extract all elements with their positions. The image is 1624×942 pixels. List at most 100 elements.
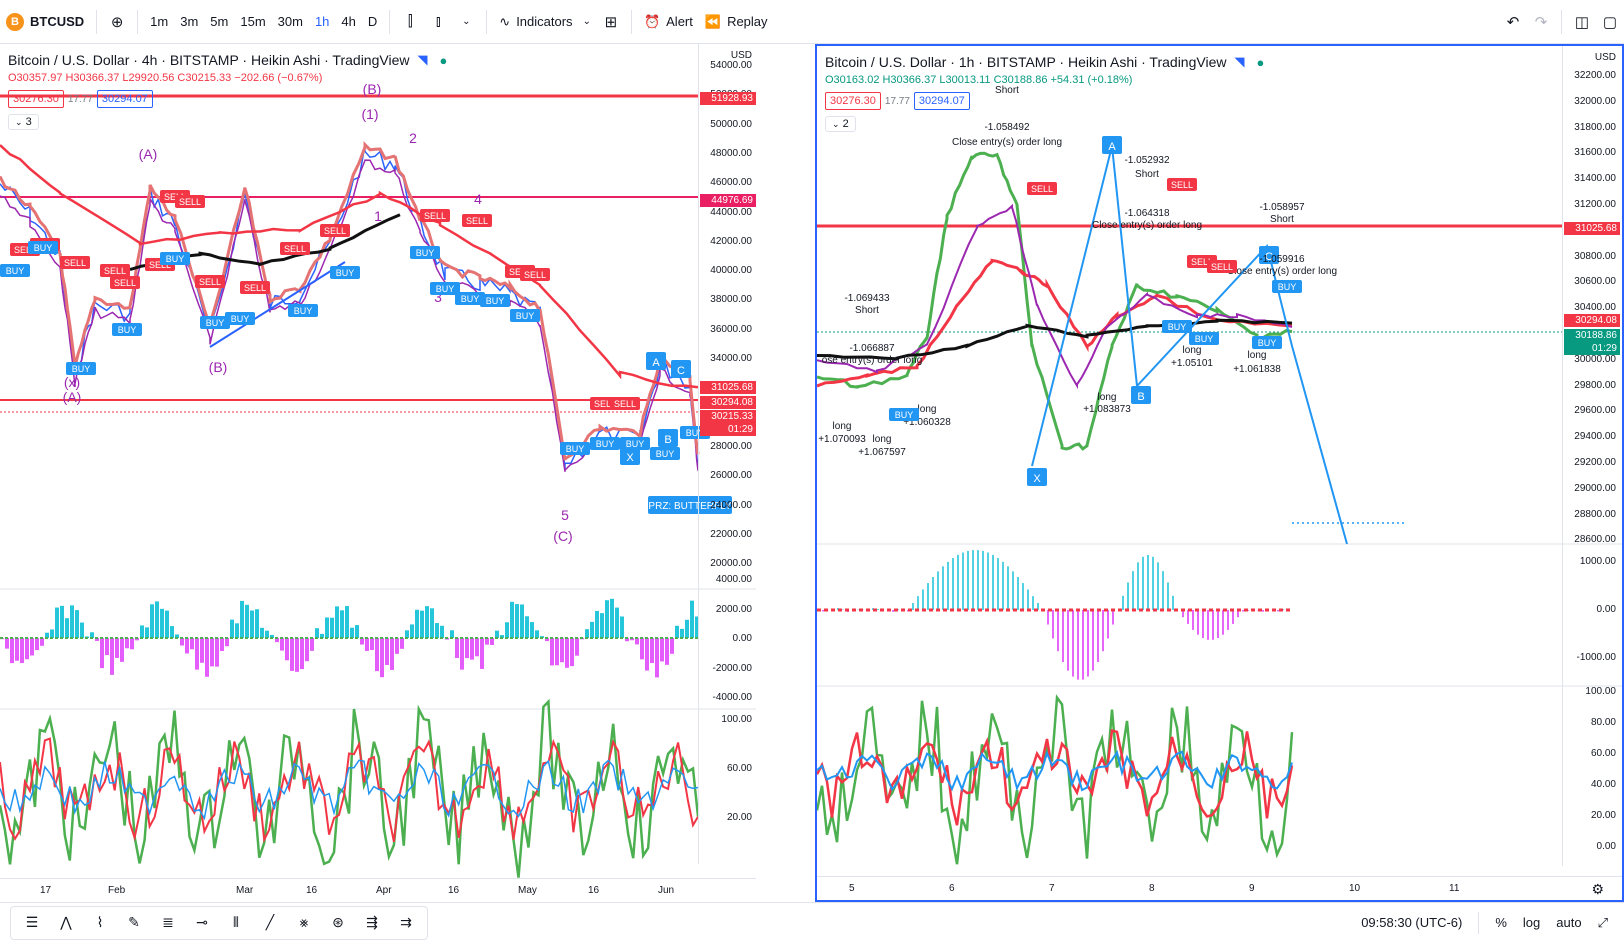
bid-pill[interactable]: 30276.30 — [8, 90, 64, 108]
histogram-bar — [1247, 610, 1249, 611]
price-tag: 01:29 — [700, 423, 756, 436]
interval-d[interactable]: D — [367, 14, 378, 29]
menu-lines-icon[interactable]: ☰ — [25, 914, 39, 930]
currency-label[interactable]: USD — [1594, 52, 1616, 63]
symbol-label: BTCUSD — [30, 14, 85, 29]
sell-signal-tag-box — [1207, 260, 1237, 273]
gann-icon[interactable]: ⊛ — [332, 914, 344, 930]
elliott-wave-icon[interactable]: ⌇ — [96, 914, 104, 930]
left-chart-pane[interactable]: (B) (1) (A) (B) (x) (A) 5 (C) 4 3 2 1 SELL SELL SELL SE… — [0, 44, 756, 902]
price-label: 48000.00 — [710, 147, 752, 159]
price-label: 34000.00 — [710, 353, 752, 364]
histogram-bar — [355, 625, 359, 638]
symbol-search-button[interactable]: B BTCUSD — [0, 7, 90, 37]
histogram-bar — [1172, 595, 1174, 610]
rsi-label: 100.00 — [721, 714, 752, 725]
interval-3m[interactable]: 3m — [180, 14, 199, 29]
histogram-bar — [550, 638, 554, 666]
chevron-down-icon[interactable]: ⌄ — [462, 16, 471, 27]
sell-signal-tag-box — [100, 264, 130, 277]
layout-grid-icon[interactable]: ⊞ — [604, 13, 618, 31]
histogram-bar — [595, 610, 599, 638]
trend-line-icon[interactable]: ╱ — [265, 914, 275, 930]
sell-signal-tag: SELL — [524, 270, 546, 280]
indicators-button[interactable]: ∿ Indicators ⌄ — [493, 7, 597, 37]
price-label: 32000.00 — [1574, 95, 1616, 107]
histogram-bar — [430, 608, 434, 638]
alert-button[interactable]: ⏰ Alert — [638, 7, 699, 37]
histogram-bar — [1242, 610, 1244, 612]
bar-style-icon[interactable]: ⫿ — [407, 13, 413, 30]
interval-group: 1m 3m 5m 15m 30m 1h 4h D — [144, 14, 383, 29]
compare-add-icon[interactable]: ⊕ — [110, 13, 124, 31]
undo-icon[interactable]: ↶ — [1506, 13, 1520, 31]
redo-icon[interactable]: ↷ — [1534, 13, 1548, 31]
interval-30m[interactable]: 30m — [277, 14, 303, 29]
rsi-label: 20.00 — [1590, 810, 1616, 821]
histogram-bar — [535, 630, 539, 638]
histogram-bar — [665, 638, 669, 665]
histogram-bar — [125, 638, 129, 649]
indicator-toggle-button[interactable]: ⌄ 3 — [8, 114, 39, 130]
price-label: 50000.00 — [710, 118, 752, 130]
save-icon[interactable]: ▢ — [1602, 13, 1618, 31]
time-label: 10 — [1349, 883, 1361, 894]
strategy-annotation: +1.067597 — [858, 447, 906, 458]
settings-gear-icon[interactable]: ⚙ — [1591, 881, 1604, 897]
split-layout-icon[interactable]: ◫ — [1574, 13, 1590, 31]
alert-label: Alert — [666, 14, 693, 29]
right-chart-pane[interactable]: X A B C Short -1.058492 Close entry(s) order l… — [815, 44, 1624, 902]
buy-signal-tag: BUY — [206, 318, 225, 328]
interval-1h[interactable]: 1h — [314, 14, 330, 29]
ma-line — [817, 203, 1293, 390]
indicators-icon: ∿ — [499, 13, 511, 29]
percent-toggle[interactable]: % — [1495, 915, 1507, 930]
price-label: 31200.00 — [1574, 199, 1616, 210]
left-time-axis[interactable]: 17 Feb Mar 16 Apr 16 May 16 Jun — [0, 878, 756, 902]
histogram-bar — [1157, 562, 1159, 610]
pencil-icon[interactable]: ✎ — [128, 914, 140, 930]
green-ema-line — [817, 151, 1293, 451]
vertical-bars-icon[interactable]: ⦀ — [232, 914, 240, 930]
right-time-axis[interactable]: 5 6 7 8 9 10 11 ⚙ — [817, 876, 1622, 900]
flag-icon: ◥ — [1234, 54, 1245, 69]
left-price-axis[interactable]: USD 54000.0052000.0050000.0048000.004600… — [698, 44, 756, 864]
histogram-bar — [285, 638, 289, 661]
price-tag: 30215.33 — [700, 410, 756, 423]
interval-5m[interactable]: 5m — [210, 14, 229, 29]
left-chart-canvas[interactable]: (B)(1)(A)(B)(x)(A)5(C)4321SELLSELLSELLSE… — [0, 44, 756, 902]
horizontal-line-icon[interactable]: ⊸ — [196, 914, 208, 930]
auto-toggle[interactable]: auto — [1556, 915, 1582, 930]
sell-signal-tag-box — [1167, 178, 1197, 191]
histogram-bar — [942, 566, 944, 610]
xabcd-pattern-icon[interactable]: ⨳ — [299, 914, 309, 930]
strategy-annotation: long — [1098, 392, 1117, 403]
right-price-axis[interactable]: USD 32200.00 32000.00 31800.00 31600.00 3140… — [1562, 46, 1620, 866]
abcd-pattern-icon[interactable]: ⋀ — [60, 914, 72, 930]
interval-15m[interactable]: 15m — [240, 14, 266, 29]
histogram-bar — [515, 604, 519, 638]
ask-pill[interactable]: 30294.07 — [913, 92, 970, 110]
left-chart-legend: Bitcoin / U.S. Dollar · 4h · BITSTAMP · … — [8, 52, 447, 130]
strategy-annotation: long — [873, 434, 892, 445]
fullscreen-icon[interactable]: ⤢ — [1597, 914, 1608, 930]
histogram-bar — [1222, 610, 1224, 635]
ask-pill[interactable]: 30294.07 — [96, 90, 153, 108]
buy-signal-tag: BUY — [231, 314, 250, 324]
interval-4h[interactable]: 4h — [341, 14, 356, 29]
short-position-icon[interactable]: ⇉ — [400, 914, 412, 930]
interval-1m[interactable]: 1m — [150, 14, 169, 29]
bid-pill[interactable]: 30276.30 — [825, 92, 881, 110]
fib-retracement-icon[interactable]: ≣ — [162, 914, 174, 930]
candle-style-icon[interactable]: ⫾ — [435, 13, 441, 30]
log-toggle[interactable]: log — [1522, 915, 1541, 930]
clock-readout[interactable]: 09:58:30 (UTC-6) — [1361, 915, 1463, 930]
indicator-toggle-button[interactable]: ⌄ 2 — [825, 116, 856, 132]
replay-button[interactable]: ⏪ Replay — [699, 7, 774, 37]
histogram-bar — [957, 554, 959, 610]
sell-signal-tag: SELL — [149, 260, 171, 270]
long-position-icon[interactable]: ⇶ — [366, 914, 378, 930]
histogram-bar — [170, 626, 174, 638]
currency-label[interactable]: USD — [730, 50, 752, 61]
right-chart-canvas[interactable]: X A B C Short -1.058492 Close entry(s) order l… — [817, 46, 1622, 900]
